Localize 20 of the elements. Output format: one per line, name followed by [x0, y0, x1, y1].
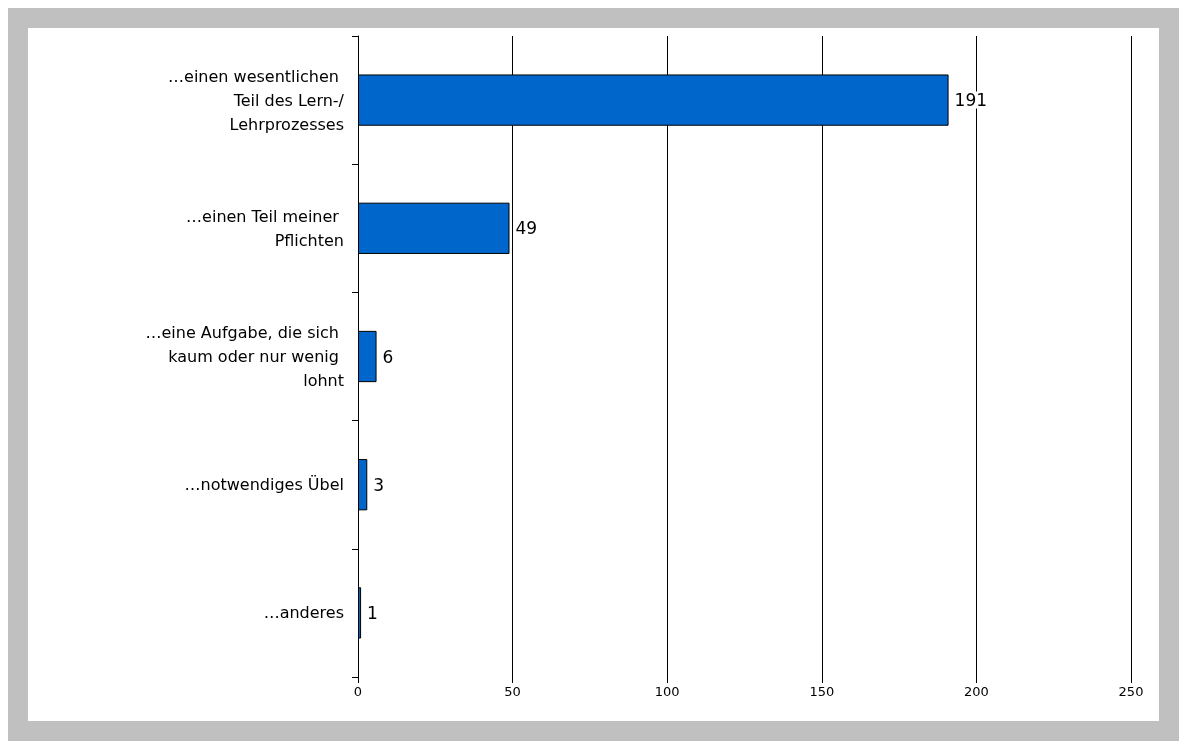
data-label: 1 — [367, 602, 378, 623]
y-tick-label: …einen wesentlichen Teil des Lern-/Lehrprozesses — [168, 66, 345, 134]
data-label: 3 — [373, 474, 385, 495]
data-label: 49 — [515, 218, 538, 239]
x-tick-label: 0 — [353, 684, 363, 699]
bar — [358, 202, 510, 254]
x-tick-label: 50 — [504, 684, 521, 699]
y-tick-label: …notwendiges Übel — [184, 475, 344, 495]
x-tick-label: 150 — [809, 684, 835, 699]
y-tick-label: …anderes — [263, 603, 344, 623]
data-label: 191 — [954, 90, 988, 111]
x-tick-label: 200 — [963, 684, 989, 699]
y-tick-label: …eine Aufgabe, die sich kaum oder nur wenig lohnt — [145, 323, 344, 390]
y-tick-label: …einen Teil meiner Pflichten — [186, 206, 344, 250]
bar — [358, 459, 368, 511]
bar — [358, 587, 362, 639]
data-label: 6 — [382, 346, 394, 367]
x-tick-label: 100 — [654, 684, 680, 699]
x-tick-label: 250 — [1118, 684, 1144, 699]
bar — [358, 330, 377, 383]
